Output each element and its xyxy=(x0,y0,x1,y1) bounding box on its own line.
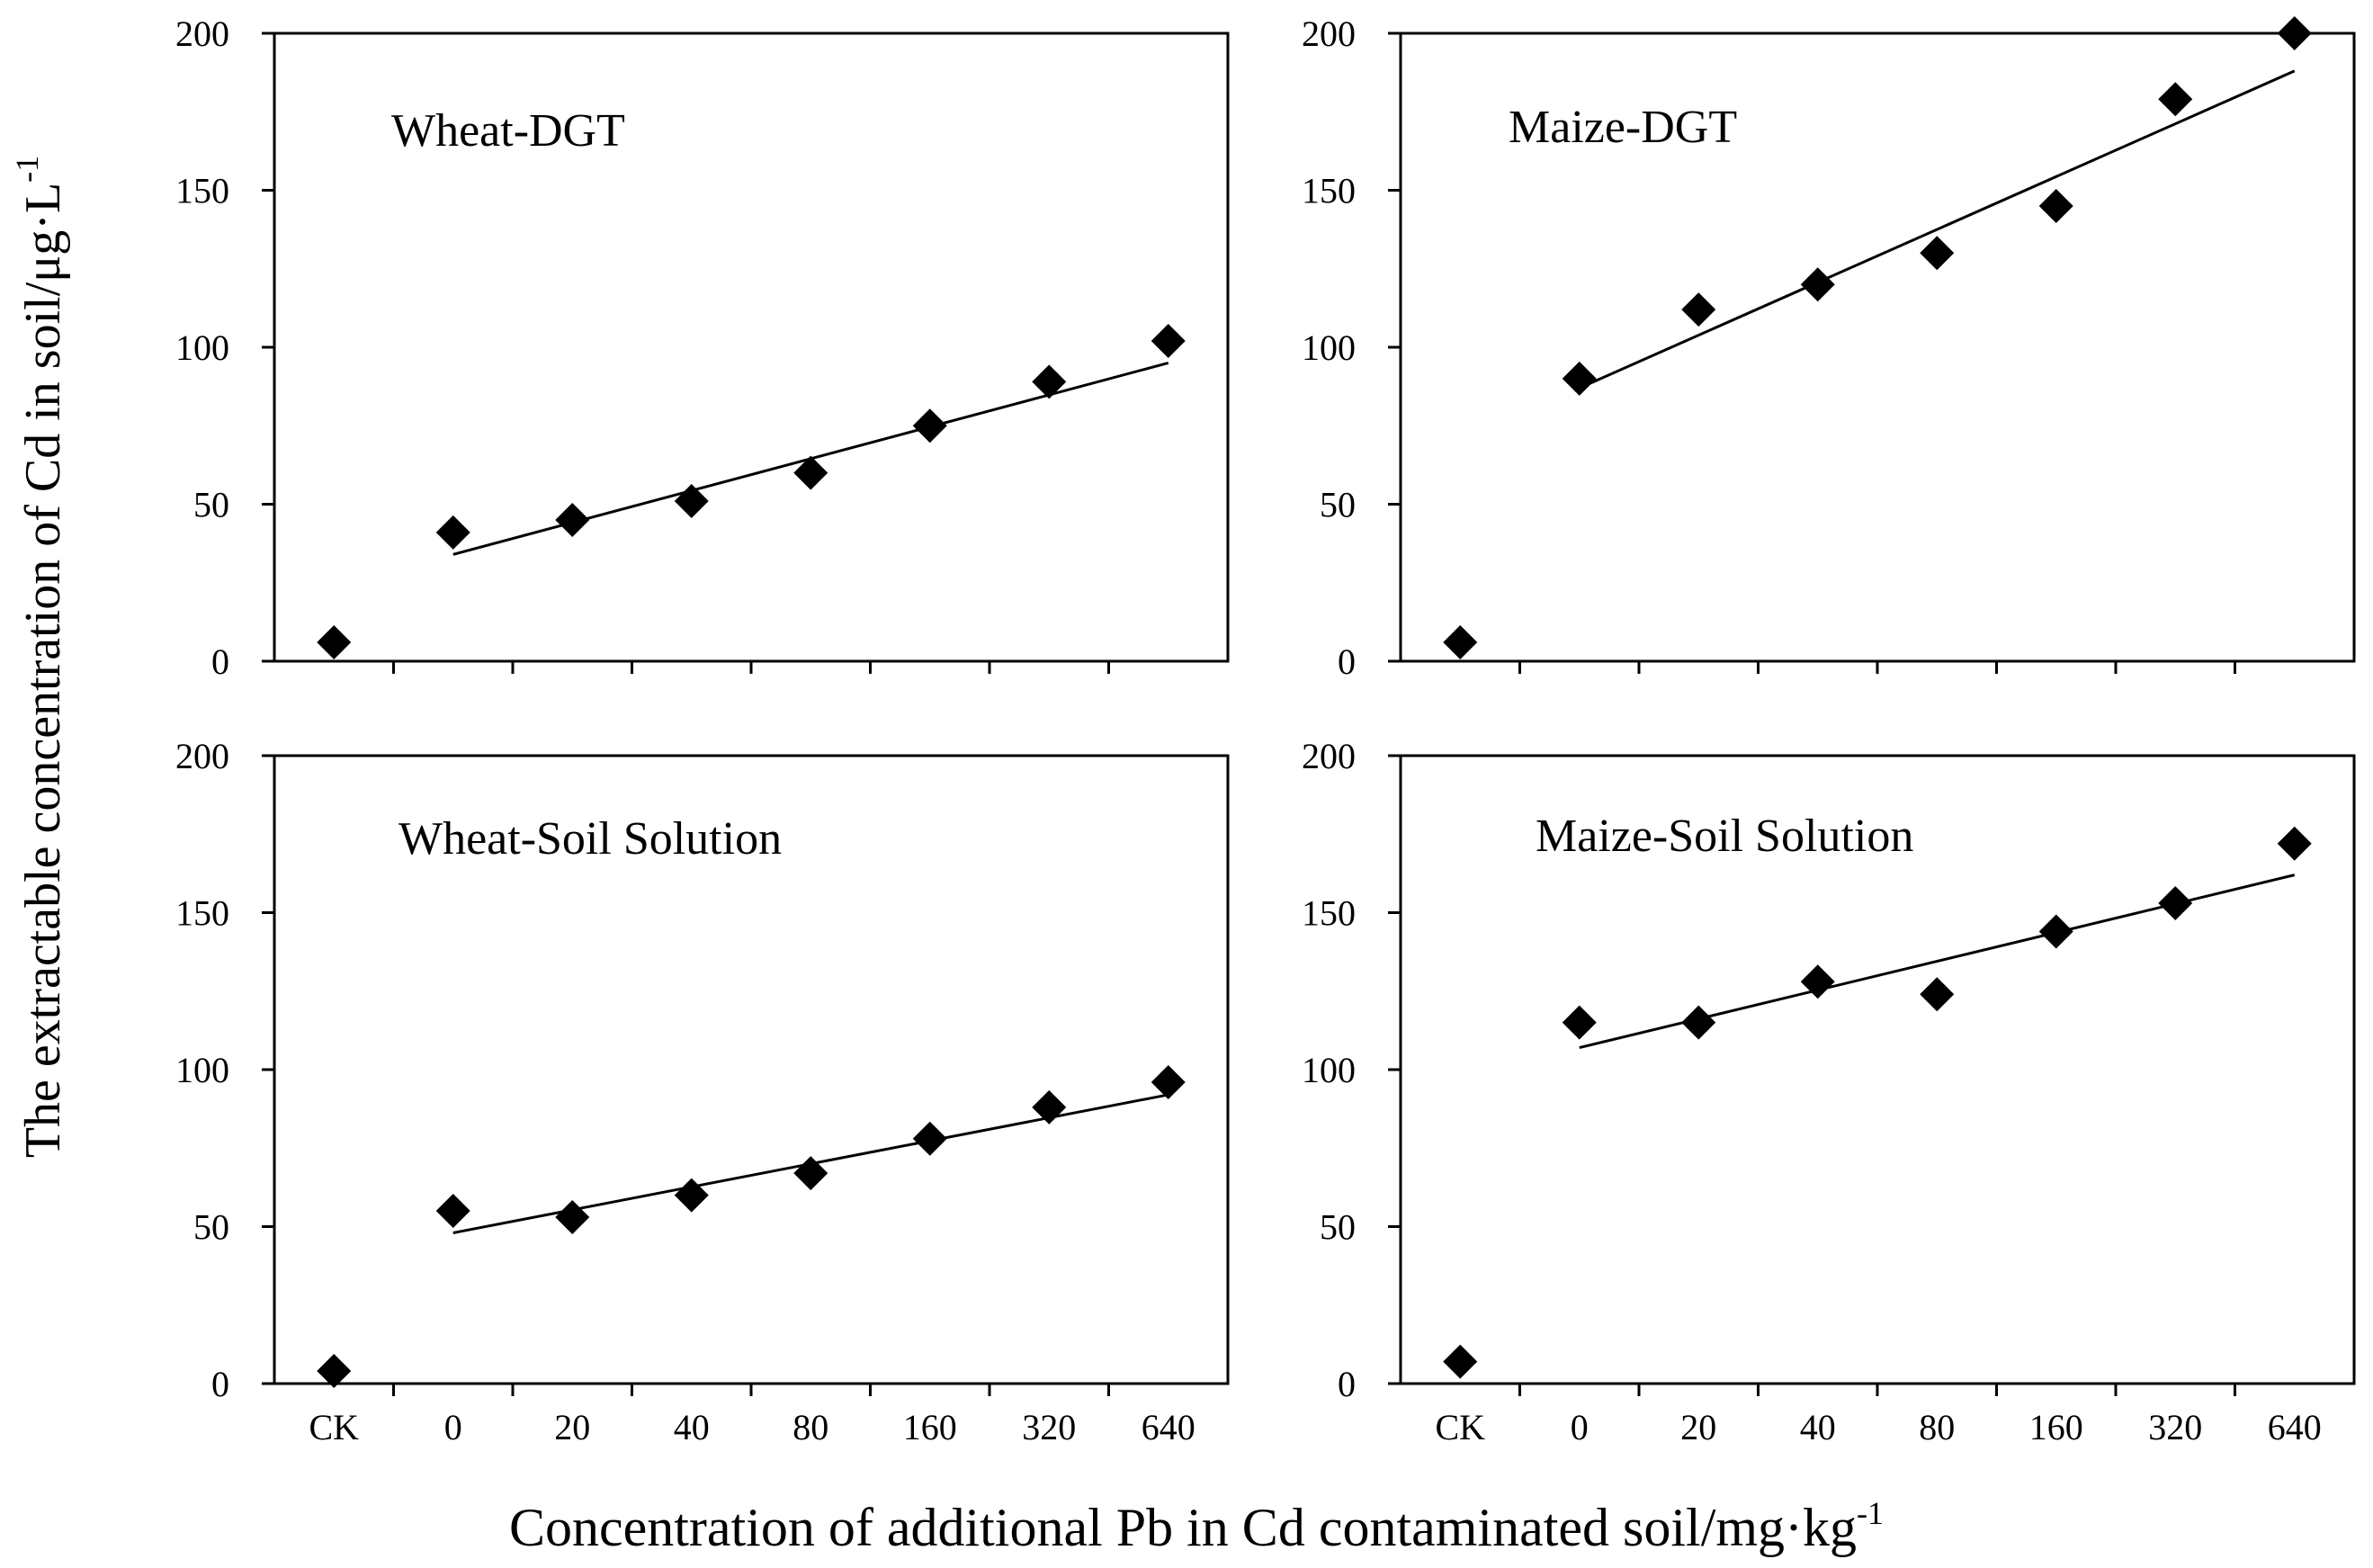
data-point xyxy=(1800,267,1835,302)
y-axis-title: The extractable concentration of Cd in s… xyxy=(9,156,71,1158)
y-tick-label: 150 xyxy=(1302,171,1356,211)
data-point xyxy=(317,625,352,660)
x-tick-label: 20 xyxy=(1680,1407,1716,1447)
data-point xyxy=(555,502,590,537)
data-point xyxy=(1681,1005,1716,1040)
x-tick-label: 640 xyxy=(1142,1407,1195,1447)
data-point xyxy=(2158,886,2193,921)
y-tick-label: 50 xyxy=(1320,485,1356,525)
y-tick-label: 100 xyxy=(175,1050,229,1090)
y-tick-label: 50 xyxy=(193,1207,229,1248)
data-point xyxy=(1151,324,1186,359)
x-tick-label: 160 xyxy=(903,1407,957,1447)
y-tick-label: 100 xyxy=(1302,327,1356,368)
y-tick-label: 0 xyxy=(211,641,229,682)
x-tick-label: 320 xyxy=(1022,1407,1076,1447)
panel-title: Maize-Soil Solution xyxy=(1536,811,1913,862)
data-point xyxy=(435,515,470,550)
chart-panel: 0 50 100 150 200 Maize-DGT xyxy=(1302,13,2356,682)
y-tick-label: 200 xyxy=(175,736,229,776)
y-tick-label: 50 xyxy=(1320,1207,1356,1248)
chart-panel: 0 50 100 150 200 CK 0 20 40 80 160 320 640 Maize-Soil… xyxy=(1302,736,2356,1447)
x-tick-label: 160 xyxy=(2029,1407,2083,1447)
chart-panel: 0 50 100 150 200 Wheat-DGT xyxy=(175,13,1230,682)
x-tick-label: CK xyxy=(1435,1407,1485,1447)
data-point xyxy=(2038,188,2073,223)
y-tick-label: 150 xyxy=(175,893,229,934)
x-axis-title: Concentration of additional Pb in Cd con… xyxy=(509,1495,1884,1557)
y-tick-label: 100 xyxy=(175,327,229,368)
data-point xyxy=(1443,1344,1478,1379)
data-point xyxy=(1800,964,1835,999)
y-tick-label: 200 xyxy=(1302,13,1356,54)
x-tick-label: CK xyxy=(309,1407,359,1447)
x-axis-title-superscript: -1 xyxy=(1857,1495,1884,1531)
data-point xyxy=(2038,914,2073,949)
y-tick-label: 150 xyxy=(1302,893,1356,934)
x-axis-title-text: Concentration of additional Pb in Cd con… xyxy=(509,1498,1857,1557)
x-tick-label: 0 xyxy=(1571,1407,1589,1447)
data-point xyxy=(793,455,828,490)
y-tick-label: 0 xyxy=(211,1364,229,1404)
data-point xyxy=(317,1354,352,1389)
data-point xyxy=(912,408,947,444)
data-point xyxy=(2158,82,2193,117)
data-point xyxy=(1032,1089,1067,1124)
x-tick-label: 80 xyxy=(792,1407,828,1447)
data-point xyxy=(555,1200,590,1235)
x-tick-label: 40 xyxy=(674,1407,710,1447)
y-tick-label: 200 xyxy=(175,13,229,54)
chart-panels: 050100150200Wheat-DGT050100150200Maize-D… xyxy=(175,13,2356,1447)
chart-panel: 0 50 100 150 200 CK 0 20 40 80 160 320 640 Wheat-Soil… xyxy=(175,736,1230,1447)
y-axis-title-text: The extractable concentration of Cd in s… xyxy=(15,183,71,1158)
data-point xyxy=(1920,977,1955,1012)
data-point xyxy=(1032,364,1067,399)
panel-title: Maize-DGT xyxy=(1509,102,1737,153)
data-point xyxy=(1681,292,1716,327)
fit-line xyxy=(1579,69,2296,390)
x-tick-label: 640 xyxy=(2268,1407,2322,1447)
data-point xyxy=(1562,1005,1597,1040)
y-tick-label: 0 xyxy=(1338,1364,1356,1404)
data-point xyxy=(1920,236,1955,271)
data-point xyxy=(1151,1064,1186,1099)
data-point xyxy=(674,484,709,519)
data-point xyxy=(674,1178,709,1213)
y-axis-title-superscript: -1 xyxy=(9,156,45,183)
data-point xyxy=(793,1156,828,1191)
data-point xyxy=(1562,361,1597,396)
panel-title: Wheat-DGT xyxy=(391,105,625,157)
y-tick-label: 200 xyxy=(1302,736,1356,776)
x-tick-label: 40 xyxy=(1800,1407,1836,1447)
y-tick-label: 50 xyxy=(193,485,229,525)
x-tick-label: 80 xyxy=(1919,1407,1955,1447)
x-tick-label: 20 xyxy=(554,1407,590,1447)
panel-title: Wheat-Soil Solution xyxy=(398,813,782,865)
data-point xyxy=(1443,625,1478,660)
data-point xyxy=(2277,826,2312,861)
y-tick-label: 150 xyxy=(175,171,229,211)
data-point xyxy=(435,1194,470,1229)
data-point xyxy=(2277,16,2312,50)
y-tick-label: 100 xyxy=(1302,1050,1356,1090)
x-tick-label: 320 xyxy=(2148,1407,2202,1447)
data-point xyxy=(912,1121,947,1156)
y-tick-label: 0 xyxy=(1338,641,1356,682)
x-tick-label: 0 xyxy=(444,1407,462,1447)
